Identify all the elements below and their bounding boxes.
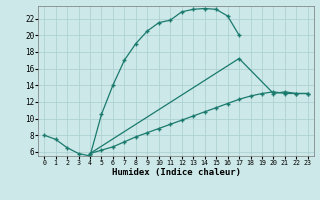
- X-axis label: Humidex (Indice chaleur): Humidex (Indice chaleur): [111, 168, 241, 177]
